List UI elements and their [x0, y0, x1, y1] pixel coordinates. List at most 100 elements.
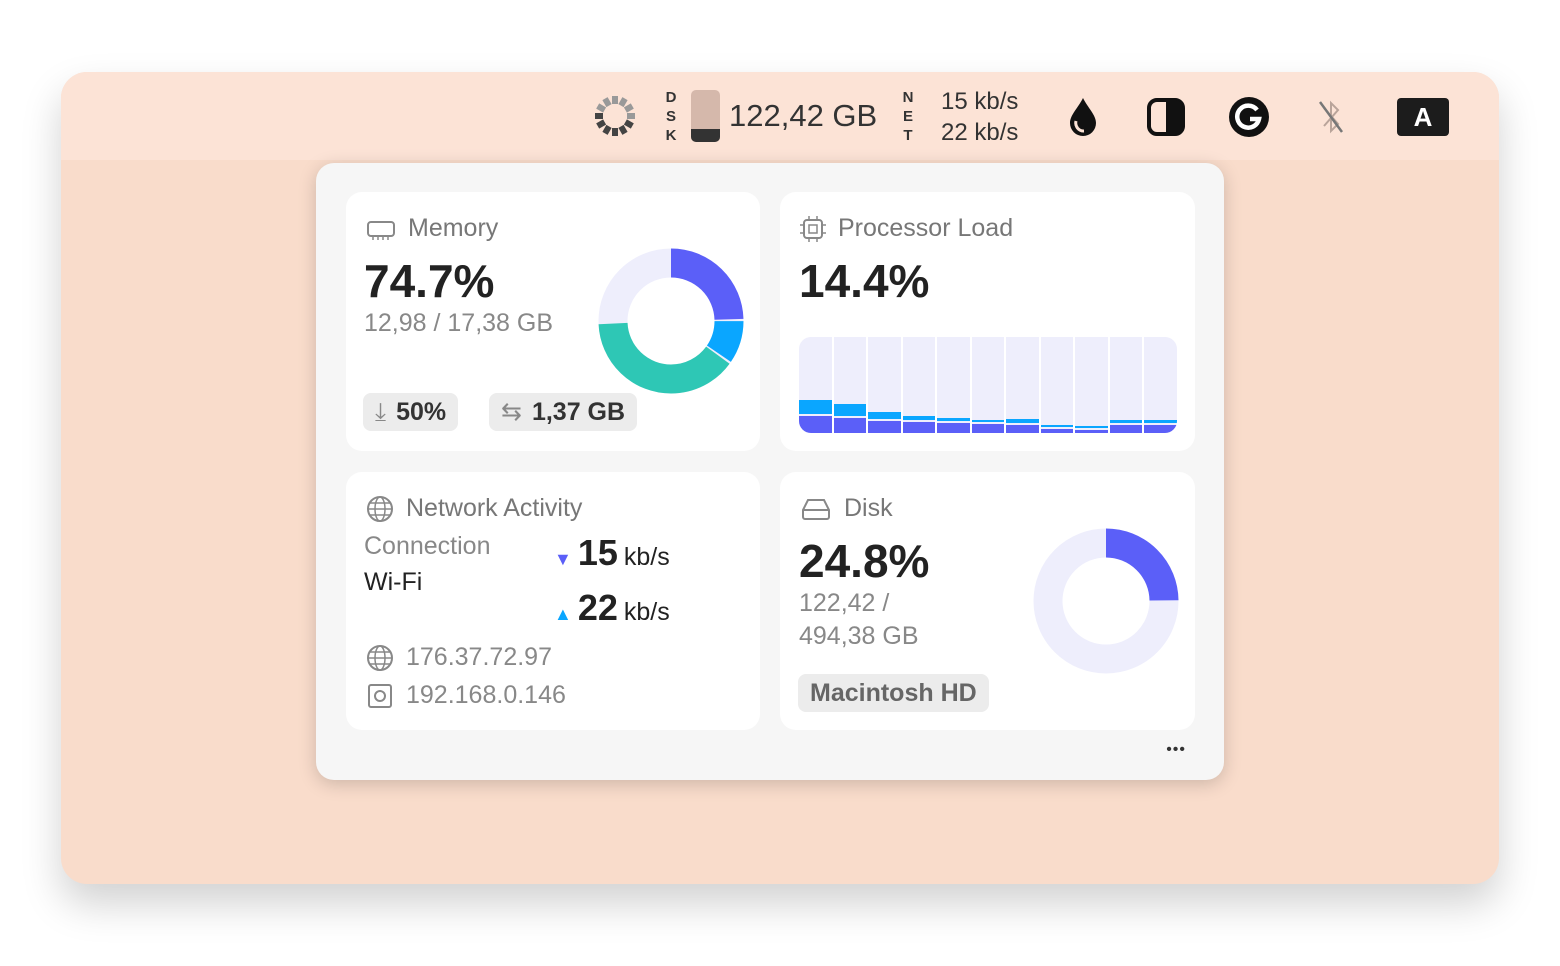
public-ip: 176.37.72.97 — [406, 643, 552, 671]
cpu-bar-segment-1 — [937, 423, 970, 433]
disk-title: Disk — [844, 494, 893, 522]
memory-title: Memory — [408, 214, 499, 242]
memory-header: Memory — [366, 214, 498, 243]
disk-percent: 24.8% — [799, 535, 930, 587]
cpu-ring-segment — [596, 119, 607, 129]
stats-popover: Memory 74.7% 12,98 / 17,38 GB ⤓ 50% ⇆ 1,37… — [316, 163, 1224, 780]
processor-percent: 14.4% — [799, 255, 930, 307]
local-ip-row: 192.168.0.146 — [366, 681, 566, 710]
cpu-bar-segment-1 — [971, 424, 1005, 433]
more-options-button[interactable]: ••• — [1166, 741, 1186, 758]
swap-value: 1,37 GB — [531, 397, 626, 426]
cpu-ring-segment — [596, 103, 607, 113]
cpu-bar — [902, 337, 936, 433]
cpu-bar-segment-1 — [1109, 425, 1143, 433]
memory-usage: 12,98 / 17,38 GB — [364, 309, 554, 337]
swap-pill: ⇆ 1,37 GB — [489, 393, 638, 431]
disk-drive-icon — [802, 498, 830, 520]
upload-value: 22 — [577, 587, 618, 628]
contrast-icon[interactable] — [1147, 98, 1185, 136]
drop-icon[interactable] — [1066, 96, 1100, 136]
cpu-bar-segment-2 — [833, 404, 867, 416]
network-card[interactable]: Network Activity Connection Wi-Fi ▼ 15 kb/… — [346, 472, 760, 730]
download-speed: ▼ 15 kb/s — [554, 532, 670, 574]
cpu-bar-segment-1 — [1040, 429, 1074, 433]
globe-icon — [367, 495, 393, 522]
cpu-ring-segment — [623, 103, 634, 113]
cpu-bar — [868, 337, 901, 433]
globe-icon — [367, 644, 393, 671]
cpu-ring-segment — [602, 97, 612, 108]
cpu-bar-segment-2 — [1144, 419, 1177, 424]
cpu-bar — [799, 337, 832, 433]
cpu-bar — [833, 337, 867, 433]
memory-card[interactable]: Memory 74.7% 12,98 / 17,38 GB ⤓ 50% ⇆ 1,37… — [346, 192, 760, 451]
memory-pressure-pill: ⤓ 50% — [363, 393, 459, 431]
local-network-icon — [368, 683, 392, 708]
cpu-bar-segment-2 — [1075, 426, 1108, 429]
cpu-bar-segment-2 — [868, 411, 901, 420]
cpu-bar — [1109, 337, 1143, 433]
cpu-bar-segment-1 — [902, 422, 936, 433]
disk-usage-used: 122,42 / — [799, 589, 890, 617]
local-ip: 192.168.0.146 — [406, 681, 566, 709]
disk-usage-bar[interactable] — [691, 90, 720, 142]
cpu-bar — [937, 337, 970, 433]
arrow-down-icon: ⤓ — [375, 397, 387, 426]
cpu-bar-segment-1 — [1075, 430, 1108, 433]
bluetooth-off-icon[interactable] — [1316, 98, 1346, 136]
grammarly-icon[interactable] — [1228, 96, 1270, 138]
cpu-bar — [1040, 337, 1074, 433]
memory-donut-segment — [598, 248, 744, 394]
swap-arrows-icon: ⇆ — [501, 398, 522, 426]
processor-title: Processor Load — [838, 214, 1014, 242]
disk-donut-used-segment — [1033, 528, 1179, 674]
cpu-bar-segment-1 — [868, 421, 901, 433]
cpu-ring-icon[interactable] — [593, 94, 637, 138]
upload-unit: kb/s — [623, 598, 670, 626]
disk-donut-chart — [1033, 528, 1179, 674]
cpu-bar-segment-1 — [799, 415, 832, 433]
cpu-ring-segment — [618, 97, 628, 108]
cpu-bar-segment-2 — [937, 417, 970, 422]
input-source-icon[interactable]: A — [1397, 98, 1449, 136]
network-header: Network Activity — [366, 494, 582, 523]
upload-arrow-icon: ▲ — [554, 604, 572, 624]
memory-donut-segment — [598, 248, 744, 394]
memory-donut-chart — [598, 248, 744, 394]
cpu-ring-segment — [623, 119, 634, 129]
memory-chip-icon — [367, 220, 395, 240]
cpu-bar-segment-1 — [1006, 425, 1039, 433]
cpu-bar-segment-2 — [799, 400, 832, 414]
cpu-ring-segment — [618, 124, 628, 135]
cpu-bar-segment-2 — [1006, 418, 1039, 424]
disk-value[interactable]: 122,42 GB — [729, 98, 878, 133]
download-arrow-icon: ▼ — [554, 549, 572, 569]
processor-chip-icon — [800, 215, 826, 242]
disk-card[interactable]: Disk 24.8% 122,42 / 494,38 GB Macintosh … — [780, 472, 1195, 730]
memory-pressure: 50% — [396, 397, 447, 426]
network-title: Network Activity — [406, 494, 583, 522]
processor-history-chart — [799, 337, 1177, 433]
cpu-bar-segment-1 — [1144, 425, 1177, 433]
connection-label: Connection — [364, 532, 491, 560]
volume-name-pill[interactable]: Macintosh HD — [798, 674, 989, 712]
cpu-bar-segment-2 — [1109, 420, 1143, 424]
public-ip-row: 176.37.72.97 — [366, 643, 552, 672]
net-speeds[interactable]: 15 kb/s 22 kb/s — [941, 88, 1019, 146]
memory-percent: 74.7% — [364, 255, 495, 307]
cpu-bar — [971, 337, 1005, 433]
cpu-bar-segment-1 — [833, 417, 867, 433]
cpu-ring-segment — [602, 124, 612, 135]
cpu-bar — [1006, 337, 1039, 433]
disk-usage-total: 494,38 GB — [799, 622, 919, 650]
cpu-bar-segment-2 — [971, 419, 1005, 423]
connection-type: Wi-Fi — [364, 568, 423, 596]
cpu-bar-segment-2 — [902, 415, 936, 421]
disk-header: Disk — [800, 494, 893, 523]
cpu-bar-segment-2 — [1040, 425, 1074, 428]
processor-card[interactable]: Processor Load 14.4% — [780, 192, 1195, 451]
